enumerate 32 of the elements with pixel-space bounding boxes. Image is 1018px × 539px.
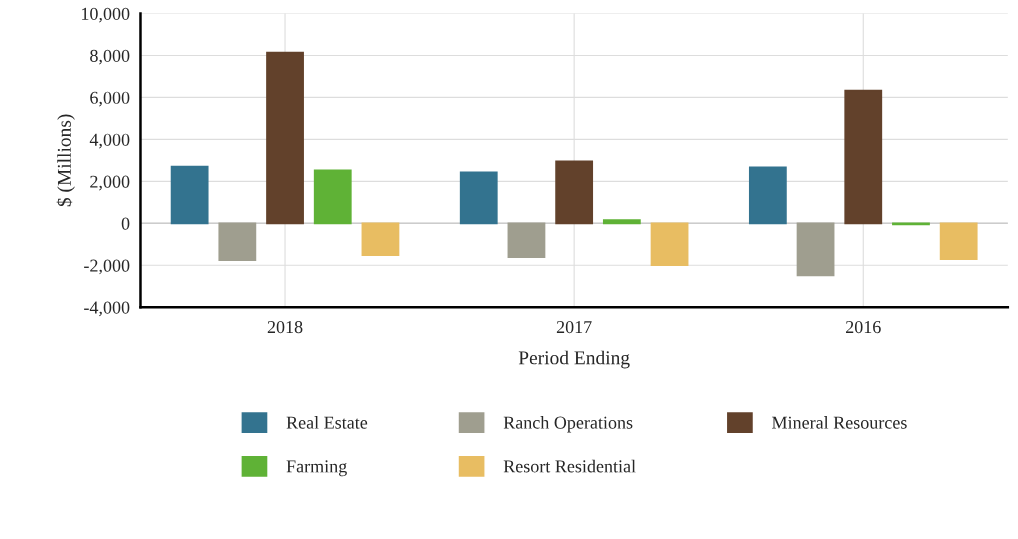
y-tick-label: 8,000 bbox=[90, 49, 130, 65]
bar bbox=[796, 222, 835, 277]
legend-label: Farming bbox=[286, 460, 347, 477]
bar bbox=[266, 51, 304, 225]
bar bbox=[507, 222, 546, 259]
bar bbox=[170, 165, 209, 225]
bar bbox=[939, 222, 978, 261]
bar bbox=[748, 166, 787, 225]
y-tick-label: 6,000 bbox=[90, 91, 130, 107]
legend-label: Mineral Resources bbox=[772, 416, 907, 429]
x-tick-label: 2018 bbox=[267, 320, 303, 334]
y-tick-label: 10,000 bbox=[82, 7, 130, 23]
legend-label: Resort Residential bbox=[503, 459, 636, 473]
y-tick-label: -4,000 bbox=[84, 301, 130, 317]
bar bbox=[844, 89, 883, 225]
bar bbox=[459, 171, 498, 225]
y-tick-label: 4,000 bbox=[89, 133, 130, 149]
legend-label: Real Estate bbox=[286, 416, 368, 429]
legend-label: Ranch Operations bbox=[503, 416, 633, 433]
bar bbox=[602, 219, 641, 225]
x-axis-title: Period Ending bbox=[518, 350, 630, 369]
bar bbox=[361, 222, 400, 257]
y-tick-label: -2,000 bbox=[84, 259, 130, 275]
y-tick-label: 0 bbox=[121, 217, 130, 230]
x-tick-label: 2017 bbox=[556, 320, 592, 334]
y-axis-title: $ (Millions) bbox=[56, 114, 75, 207]
x-tick-label: 2016 bbox=[846, 320, 881, 334]
bar bbox=[650, 222, 689, 267]
bar bbox=[313, 169, 352, 225]
y-tick-label: 2,000 bbox=[90, 175, 130, 191]
bar bbox=[555, 160, 594, 225]
bar bbox=[218, 222, 257, 262]
